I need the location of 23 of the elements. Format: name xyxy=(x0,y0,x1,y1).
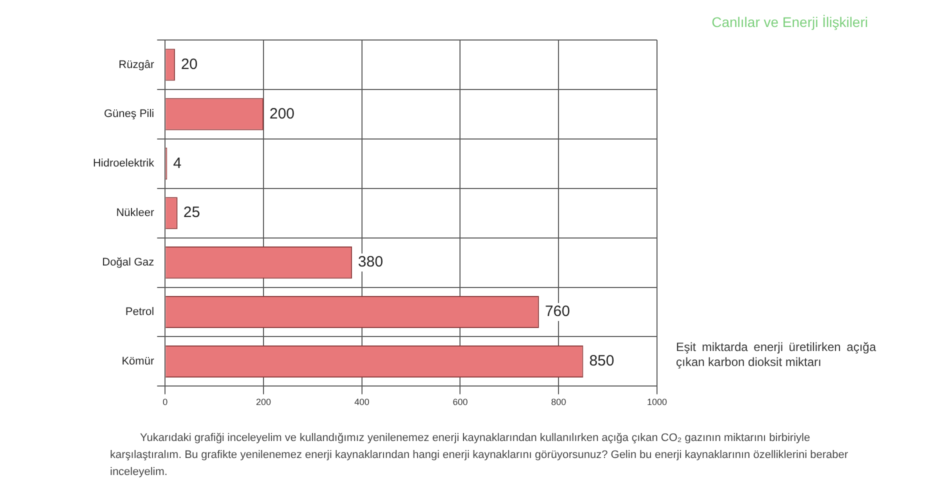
text: Canlılar ve Enerji İlişkileri xyxy=(712,14,868,30)
x-tick-label: 200 xyxy=(256,397,272,408)
x-tick-label: 600 xyxy=(452,397,468,408)
y-tick-label: Güneş Pili xyxy=(104,108,154,120)
y-tick-label: Rüzgâr xyxy=(118,58,154,71)
x-tick-label: 0 xyxy=(162,397,168,408)
y-tick-label: Doğal Gaz xyxy=(102,256,154,269)
text: Eşit miktarda enerji üretilirken açığa çıkan karbon dioksit miktarı xyxy=(676,340,876,370)
y-tick-label: Petrol xyxy=(125,306,154,318)
data-label: 200 xyxy=(270,105,295,122)
y-tick-label: Nükleer xyxy=(116,207,154,220)
x-tick-label: 400 xyxy=(354,397,370,408)
y-tick-label: Hidroelektrik xyxy=(92,158,155,170)
data-label: 380 xyxy=(358,254,384,271)
text: Yukarıdaki grafiği inceleyelim ve kullandığımız yenilenemez enerji kaynaklarından kullanılırken açığa çıkan CO₂ gazının miktarını birbiriyle karşılaştıralım. Bu grafikte yenilenemez enerji kaynaklarından hangi enerji kaynaklarını görüyorsunuz? Gelin bu enerji kaynaklarının özelliklerini beraber inceleyelim. xyxy=(110,431,849,480)
data-label: 20 xyxy=(180,56,198,73)
data-label: 760 xyxy=(544,303,570,320)
data-label: 4 xyxy=(173,154,182,172)
y-tick-label: Kömür xyxy=(122,356,154,368)
data-label: 25 xyxy=(183,204,200,222)
data-label: 850 xyxy=(589,352,614,370)
x-tick-label: 800 xyxy=(551,397,566,408)
x-tick-label: 1000 xyxy=(646,397,668,408)
